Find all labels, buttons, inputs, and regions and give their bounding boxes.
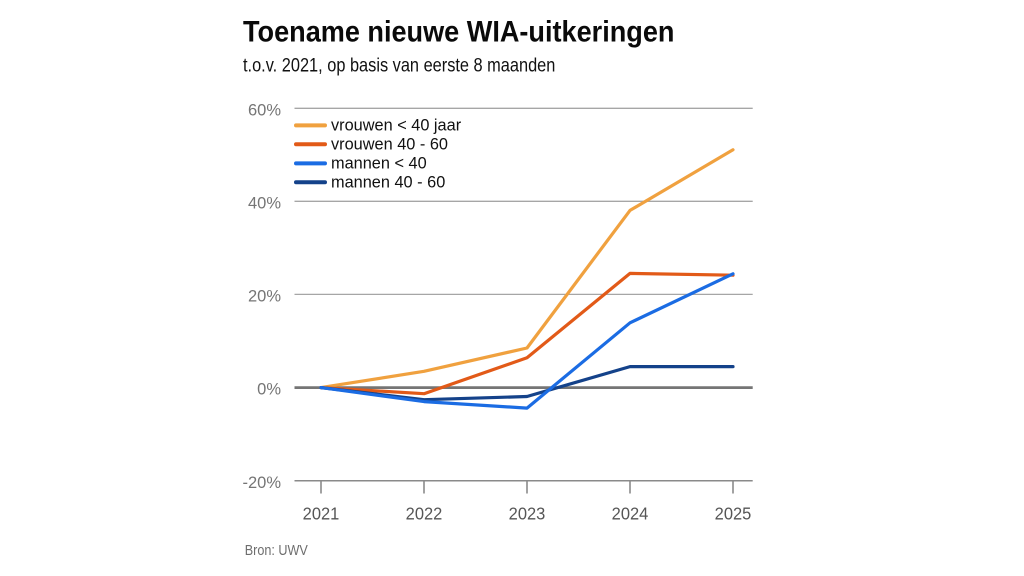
svg-text:2021: 2021 [303,503,340,524]
svg-text:2022: 2022 [406,503,443,524]
svg-text:mannen 40 - 60: mannen 40 - 60 [331,172,445,191]
svg-text:t.o.v. 2021, op basis van eers: t.o.v. 2021, op basis van eerste 8 maand… [243,54,555,75]
svg-text:0%: 0% [257,381,281,399]
svg-text:vrouwen < 40 jaar: vrouwen < 40 jaar [331,115,462,134]
svg-text:-20%: -20% [242,474,281,492]
svg-text:mannen < 40: mannen < 40 [331,153,427,172]
svg-text:20%: 20% [248,288,281,306]
svg-text:2025: 2025 [715,503,752,524]
svg-text:2023: 2023 [509,503,546,524]
svg-text:60%: 60% [248,101,281,119]
svg-text:40%: 40% [248,194,281,212]
svg-text:2024: 2024 [612,503,649,524]
svg-text:Bron: UWV: Bron: UWV [245,542,308,558]
svg-text:vrouwen 40 - 60: vrouwen 40 - 60 [331,134,448,153]
svg-text:Toename nieuwe WIA-uitkeringen: Toename nieuwe WIA-uitkeringen [243,15,674,49]
